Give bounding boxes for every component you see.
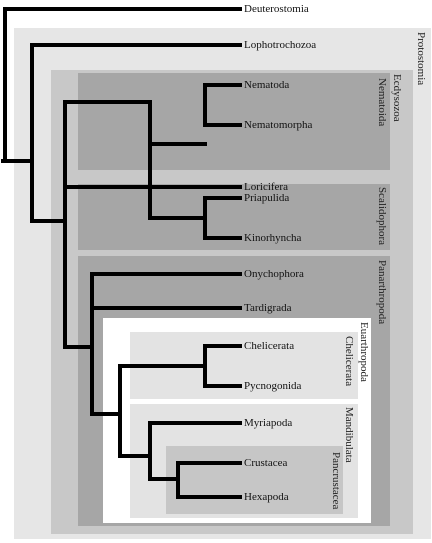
taxon-nematomorpha: Nematomorpha	[244, 119, 313, 131]
taxon-lophotrochozoa: Lophotrochozoa	[244, 39, 317, 51]
branch-root	[1, 7, 242, 163]
clade-label-panarthropoda: Panarthropoda	[376, 260, 388, 325]
branch-mandibulata	[148, 421, 242, 481]
nematoida-box	[78, 73, 390, 170]
clade-label-protostomia: Protostomia	[415, 32, 427, 86]
clade-label-pancrustacea: Pancrustacea	[330, 452, 342, 510]
clade-label-euarthropoda: Euarthropoda	[358, 322, 370, 382]
pancrustacea-box	[166, 446, 343, 514]
branch-nematoida	[148, 83, 242, 188]
branch-pancrustacea	[176, 461, 242, 499]
clade-label-ecdysozoa: Ecdysozoa	[391, 74, 403, 122]
taxon-hexapoda: Hexapoda	[244, 491, 289, 503]
branch-ecdysozoa	[63, 100, 242, 349]
taxon-chelicerata: Chelicerata	[244, 340, 295, 352]
taxon-nematoda: Nematoda	[244, 79, 290, 91]
clade-label-scalidophora: Scalidophora	[376, 187, 388, 246]
taxon-crustacea: Crustacea	[244, 457, 288, 469]
taxon-kinorhyncha: Kinorhyncha	[244, 232, 302, 244]
taxon-myriapoda: Myriapoda	[244, 417, 293, 429]
clade-label-mandibulata: Mandibulata	[343, 407, 355, 463]
taxon-tardigrada: Tardigrada	[244, 302, 292, 314]
branch-scalidophora	[148, 187, 242, 240]
taxon-deuterostomia: Deuterostomia	[244, 3, 309, 15]
branch-panarthropoda	[90, 272, 242, 416]
branch-chelicerata	[203, 344, 242, 388]
taxon-loricifera: Loricifera	[244, 181, 288, 193]
taxon-priapulida: Priapulida	[244, 192, 290, 204]
taxon-onychophora: Onychophora	[244, 268, 304, 280]
clade-label-nematoida: Nematoida	[376, 78, 388, 127]
clade-label-chelicerata: Chelicerata	[343, 336, 355, 387]
branch-euarthropoda	[118, 364, 207, 458]
branch-protostomia	[16, 43, 242, 223]
taxon-pycnogonida: Pycnogonida	[244, 380, 302, 392]
